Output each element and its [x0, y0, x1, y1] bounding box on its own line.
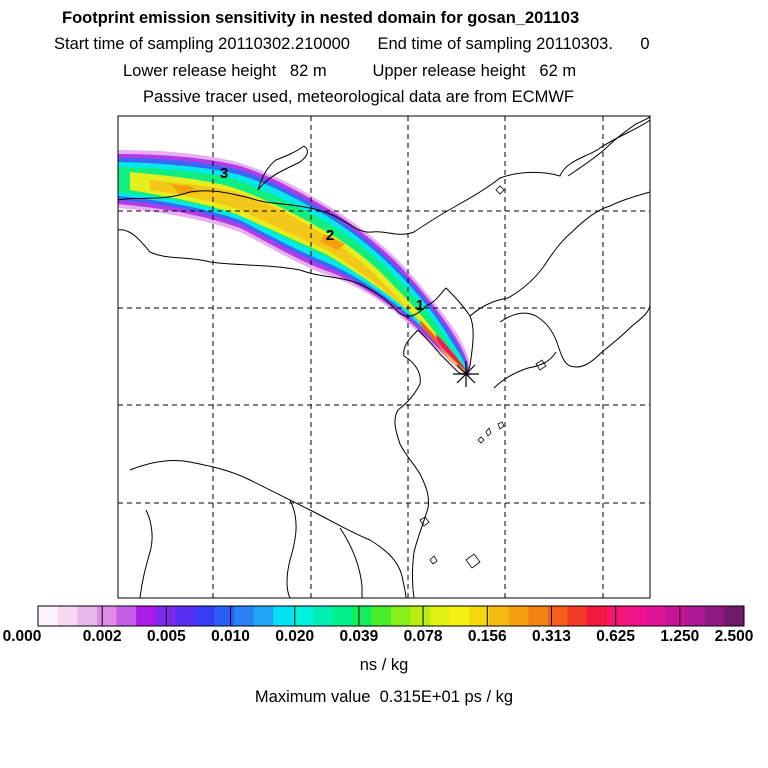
colorbar-tick-label: 0.005: [146, 628, 186, 645]
colorbar-cell: [489, 606, 510, 626]
sampling-time-line: Start time of sampling 20110302.210000 E…: [54, 35, 650, 53]
colorbar-dividers: [101, 606, 681, 626]
lat-lon-grid: [118, 116, 650, 598]
colorbar-tick-label: 0.010: [211, 628, 250, 645]
map-content: [118, 116, 650, 598]
colorbar-cell: [508, 606, 529, 626]
colorbar-tick-label: 0.039: [339, 628, 379, 645]
islands: [419, 185, 547, 569]
colorbar-tick-label: 1.250: [660, 628, 700, 645]
colorbar: [38, 606, 745, 626]
colorbar-tick-label: 0.002: [82, 628, 122, 645]
marker-3: 3: [220, 165, 228, 182]
tracer-info-line: Passive tracer used, meteorological data…: [143, 88, 574, 106]
colorbar-cell: [528, 606, 549, 626]
colorbar-cell: [547, 606, 568, 626]
colorbar-cell: [96, 606, 117, 626]
colorbar-tick-label: 0.078: [403, 628, 443, 645]
colorbar-cell: [449, 606, 470, 626]
colorbar-cell: [273, 606, 294, 626]
colorbar-cell: [194, 606, 215, 626]
colorbar-cell: [645, 606, 667, 626]
colorbar-cell: [292, 606, 314, 626]
plume: [118, 150, 471, 378]
colorbar-tick-label: 0.625: [596, 628, 636, 645]
colorbar-cell: [332, 606, 353, 626]
map-title: Footprint emission sensitivity in nested…: [62, 9, 580, 27]
colorbar-tick-label: 2.500: [714, 628, 754, 645]
colorbar-cell: [351, 606, 372, 626]
maximum-value: Maximum value 0.315E+01 ps / kg: [254, 688, 514, 706]
colorbar-cell: [175, 606, 196, 626]
release-site-star-icon: [453, 361, 479, 387]
map-frame: [117, 115, 651, 599]
colorbar-cell: [626, 606, 647, 626]
colorbar-tick-label: 0.000: [2, 628, 42, 645]
colorbar-tick-label: 0.313: [532, 628, 571, 645]
marker-1: 1: [416, 297, 424, 314]
colorbar-cell: [430, 606, 451, 626]
colorbar-cell: [77, 606, 98, 626]
colorbar-cell: [136, 606, 157, 626]
colorbar-cell: [57, 606, 78, 626]
colorbar-cell: [724, 606, 745, 626]
colorbar-cell: [704, 606, 725, 626]
colorbar-cell: [685, 606, 706, 626]
colorbar-cell: [116, 606, 137, 626]
colorbar-unit: ns / kg: [359, 656, 409, 674]
colorbar-cell: [469, 606, 490, 626]
colorbar-tick-label: 0.020: [275, 628, 315, 645]
colorbar-cell: [606, 606, 627, 626]
colorbar-cell: [234, 606, 255, 626]
colorbar-cell: [253, 606, 274, 626]
colorbar-cell: [391, 606, 412, 626]
colorbar-cell: [567, 606, 588, 626]
marker-2: 2: [326, 227, 334, 244]
colorbar-cell: [38, 606, 59, 626]
colorbar-cell: [371, 606, 392, 626]
colorbar-frame: [37, 605, 745, 627]
colorbar-cell: [587, 606, 608, 626]
colorbar-cell: [312, 606, 333, 626]
release-height-line: Lower release height 82 m Upper release …: [123, 62, 577, 80]
colorbar-cell: [214, 606, 235, 626]
colorbar-cell: [410, 606, 431, 626]
colorbar-tick-label: 0.156: [467, 628, 507, 645]
colorbar-labels: 0.000 0.002 0.005 0.010 0.020 0.039 0.078 0.156…: [0, 628, 768, 650]
colorbar-cell: [155, 606, 176, 626]
colorbar-cell: [665, 606, 686, 626]
